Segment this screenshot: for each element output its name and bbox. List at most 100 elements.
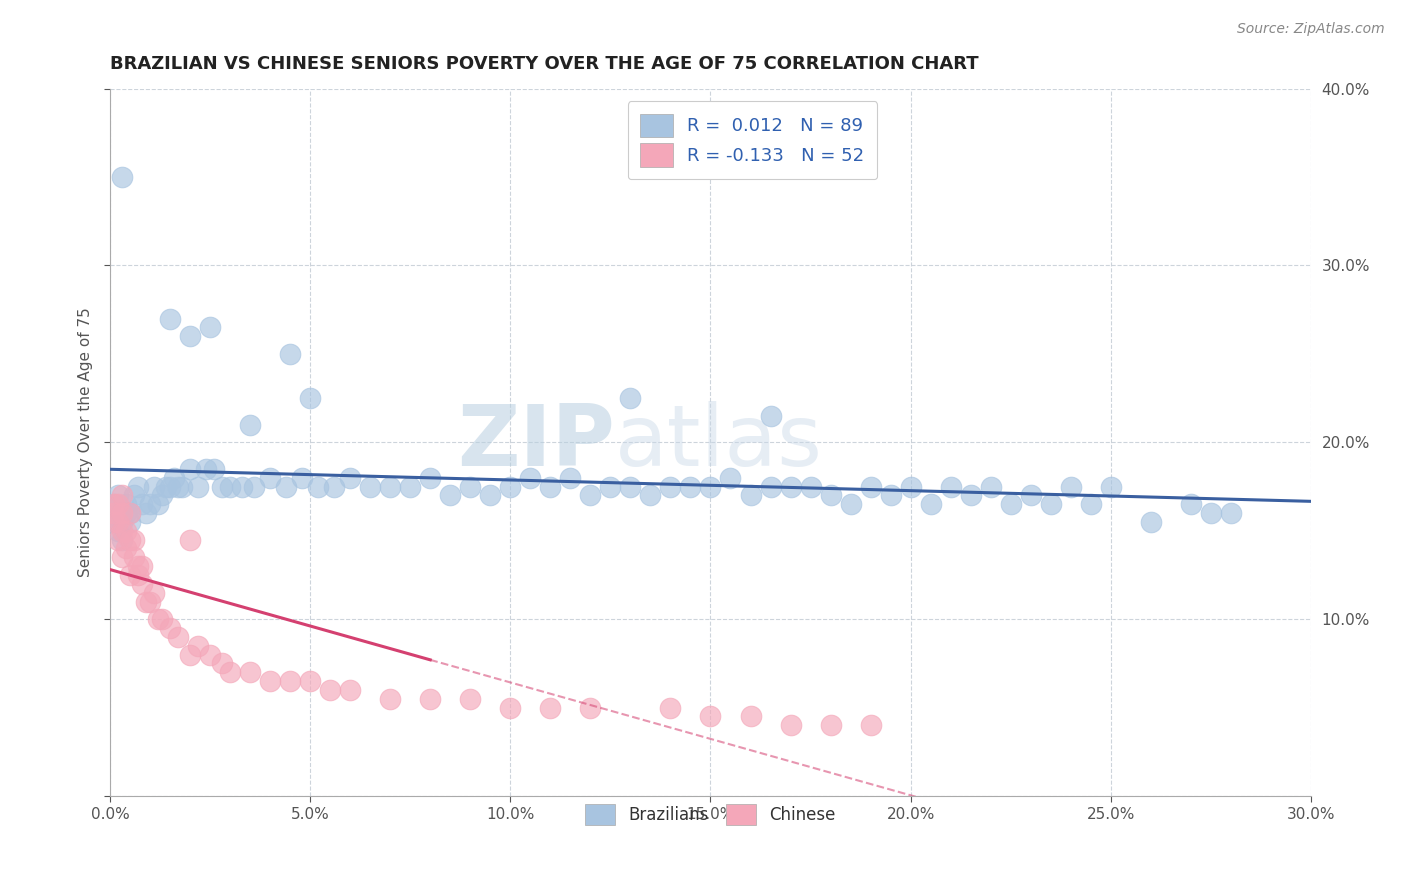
Point [150, 488, 173, 502]
Point [115, 497, 138, 511]
Point [1219, 506, 1241, 520]
Point [170, 479, 193, 493]
Point [202, 462, 225, 476]
Point [1199, 506, 1222, 520]
Point [111, 506, 134, 520]
Point [155, 479, 177, 493]
Point [231, 479, 253, 493]
Point [299, 674, 322, 689]
Point [740, 709, 762, 723]
Point [115, 524, 138, 538]
Point [359, 479, 381, 493]
Point [499, 700, 522, 714]
Point [859, 718, 882, 732]
Point [127, 568, 149, 582]
Point [143, 585, 166, 599]
Point [198, 648, 221, 662]
Point [146, 612, 169, 626]
Point [619, 391, 641, 405]
Point [1000, 497, 1022, 511]
Point [239, 665, 262, 680]
Point [278, 347, 301, 361]
Text: atlas: atlas [614, 401, 823, 483]
Point [339, 683, 361, 698]
Point [103, 497, 125, 511]
Point [799, 479, 821, 493]
Point [239, 417, 262, 432]
Point [740, 488, 762, 502]
Point [1039, 497, 1062, 511]
Point [259, 674, 281, 689]
Point [538, 700, 561, 714]
Point [560, 471, 582, 485]
Point [579, 700, 602, 714]
Point [307, 479, 329, 493]
Point [339, 471, 361, 485]
Point [939, 479, 962, 493]
Point [195, 462, 218, 476]
Point [127, 479, 149, 493]
Point [759, 479, 782, 493]
Point [179, 533, 201, 547]
Point [107, 488, 129, 502]
Point [619, 479, 641, 493]
Point [519, 471, 541, 485]
Point [115, 541, 138, 556]
Point [243, 479, 266, 493]
Point [820, 488, 842, 502]
Point [111, 550, 134, 565]
Point [439, 488, 461, 502]
Point [380, 479, 402, 493]
Point [187, 639, 209, 653]
Point [959, 488, 981, 502]
Point [111, 515, 134, 529]
Point [980, 479, 1002, 493]
Point [131, 497, 153, 511]
Point [107, 497, 129, 511]
Point [399, 479, 422, 493]
Point [900, 479, 922, 493]
Point [299, 391, 322, 405]
Point [599, 479, 621, 493]
Text: Source: ZipAtlas.com: Source: ZipAtlas.com [1237, 22, 1385, 37]
Legend: Brazilians, Chinese: Brazilians, Chinese [576, 796, 844, 834]
Point [779, 479, 801, 493]
Point [323, 479, 346, 493]
Point [920, 497, 942, 511]
Point [879, 488, 901, 502]
Point [319, 683, 342, 698]
Point [839, 497, 862, 511]
Point [111, 524, 134, 538]
Point [198, 320, 221, 334]
Point [219, 665, 242, 680]
Point [127, 559, 149, 574]
Point [135, 594, 157, 608]
Point [118, 515, 141, 529]
Point [759, 409, 782, 423]
Point [1140, 515, 1163, 529]
Point [167, 630, 190, 644]
Point [859, 479, 882, 493]
Point [1099, 479, 1122, 493]
Point [699, 709, 721, 723]
Point [179, 329, 201, 343]
Point [1060, 479, 1083, 493]
Point [143, 479, 166, 493]
Point [122, 533, 145, 547]
Point [419, 471, 441, 485]
Point [107, 515, 129, 529]
Point [111, 169, 134, 184]
Point [479, 488, 502, 502]
Point [211, 479, 233, 493]
Point [259, 471, 281, 485]
Point [538, 479, 561, 493]
Point [274, 479, 297, 493]
Point [679, 479, 702, 493]
Point [1180, 497, 1202, 511]
Point [103, 497, 125, 511]
Point [103, 506, 125, 520]
Point [278, 674, 301, 689]
Point [135, 506, 157, 520]
Point [167, 479, 190, 493]
Point [291, 471, 314, 485]
